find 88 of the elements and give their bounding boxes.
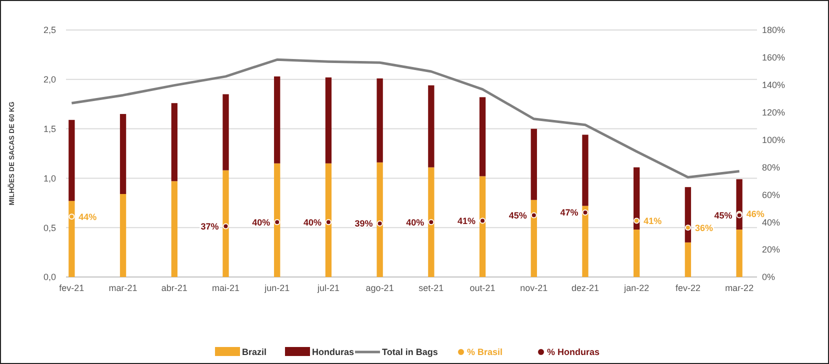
x-tick-label: dez-21: [571, 283, 600, 293]
x-tick-label: jun-21: [264, 283, 290, 293]
x-tick-label: jan-22: [623, 283, 650, 293]
point: [325, 219, 332, 226]
y-tick-label: 0,5: [43, 222, 56, 233]
bar: [171, 181, 178, 277]
x-tick-label: mai-21: [212, 283, 240, 293]
x-tick-label: mar-22: [725, 283, 754, 293]
bar: [222, 170, 229, 277]
point: [68, 214, 75, 220]
point: [428, 219, 434, 226]
x-tick-label: abr-21: [161, 283, 188, 293]
bar: [274, 163, 280, 277]
bar: [736, 230, 742, 277]
y-tick-label: 0,0: [43, 272, 56, 282]
data-label: 40%: [406, 217, 424, 228]
y-tick-label: 1,0: [43, 173, 56, 184]
point: [274, 219, 280, 226]
bar: [376, 78, 383, 162]
data-label: 47%: [560, 208, 578, 218]
bar: [684, 187, 692, 242]
bar: [68, 120, 75, 201]
bar: [736, 179, 742, 230]
data-label: 37%: [200, 221, 219, 232]
bar: [582, 134, 588, 206]
data-label: 41%: [458, 216, 476, 226]
x-tick-label: mar-21: [108, 283, 138, 293]
y2-tick-label: 60%: [762, 190, 780, 200]
legend-label: % Honduras: [547, 347, 600, 358]
bar: [530, 200, 537, 277]
data-label: 39%: [354, 218, 373, 229]
y2-tick-label: 0%: [762, 272, 776, 282]
bar: [68, 200, 75, 277]
point: [376, 220, 383, 226]
bar: [479, 176, 486, 277]
bar: [325, 77, 332, 164]
bar: [120, 114, 126, 194]
x-tick-label: jul-21: [316, 283, 340, 293]
bar: [428, 85, 434, 168]
y2-tick-label: 120%: [762, 107, 786, 118]
bar: [222, 94, 229, 170]
legend-label: Brazil: [242, 347, 267, 358]
point: [634, 218, 640, 224]
y2-tick-label: 160%: [762, 52, 786, 63]
legend-label: Honduras: [312, 347, 354, 358]
y2-tick-label: 20%: [762, 244, 780, 255]
bar: [634, 167, 640, 230]
data-label: 40%: [252, 217, 270, 228]
legend-label: Total in Bags: [382, 347, 438, 358]
data-label: 45%: [508, 210, 527, 220]
x-tick-label: fev-22: [675, 283, 700, 293]
x-tick-label: ago-21: [366, 283, 394, 293]
point: [582, 210, 588, 216]
bar: [274, 76, 280, 164]
data-label: 41%: [644, 216, 662, 226]
x-tick-label: fev-21: [59, 283, 84, 293]
point: [684, 224, 691, 231]
x-tick-label: out-21: [470, 283, 496, 293]
data-label: 44%: [78, 212, 97, 222]
point: [222, 223, 229, 230]
bar: [634, 230, 640, 277]
bar: [376, 162, 383, 277]
y2-tick-label: 180%: [762, 25, 786, 36]
y-tick-label: 2,5: [43, 25, 56, 36]
legend-label: % Brasil: [467, 347, 503, 358]
bar: [530, 128, 537, 200]
y2-tick-label: 100%: [762, 134, 786, 145]
data-label: 46%: [746, 209, 764, 220]
bar: [684, 242, 692, 277]
data-label: 45%: [714, 210, 732, 220]
y2-tick-label: 140%: [762, 80, 786, 90]
point: [530, 212, 537, 218]
bar: [428, 167, 434, 277]
y2-tick-label: 40%: [762, 217, 780, 228]
bar: [479, 97, 486, 176]
x-tick-label: set-21: [418, 283, 444, 293]
data-label: 40%: [303, 217, 322, 228]
y-tick-label: 1,5: [43, 124, 56, 134]
x-tick-label: nov-21: [520, 283, 548, 293]
bar: [325, 163, 332, 277]
data-label: 36%: [694, 222, 713, 233]
y2-tick-label: 80%: [762, 162, 780, 172]
line-series: [70, 58, 741, 178]
bar: [171, 103, 178, 182]
y-tick-label: 2,0: [43, 74, 56, 85]
bar: [582, 206, 588, 277]
point: [480, 218, 486, 224]
bar: [120, 194, 126, 277]
